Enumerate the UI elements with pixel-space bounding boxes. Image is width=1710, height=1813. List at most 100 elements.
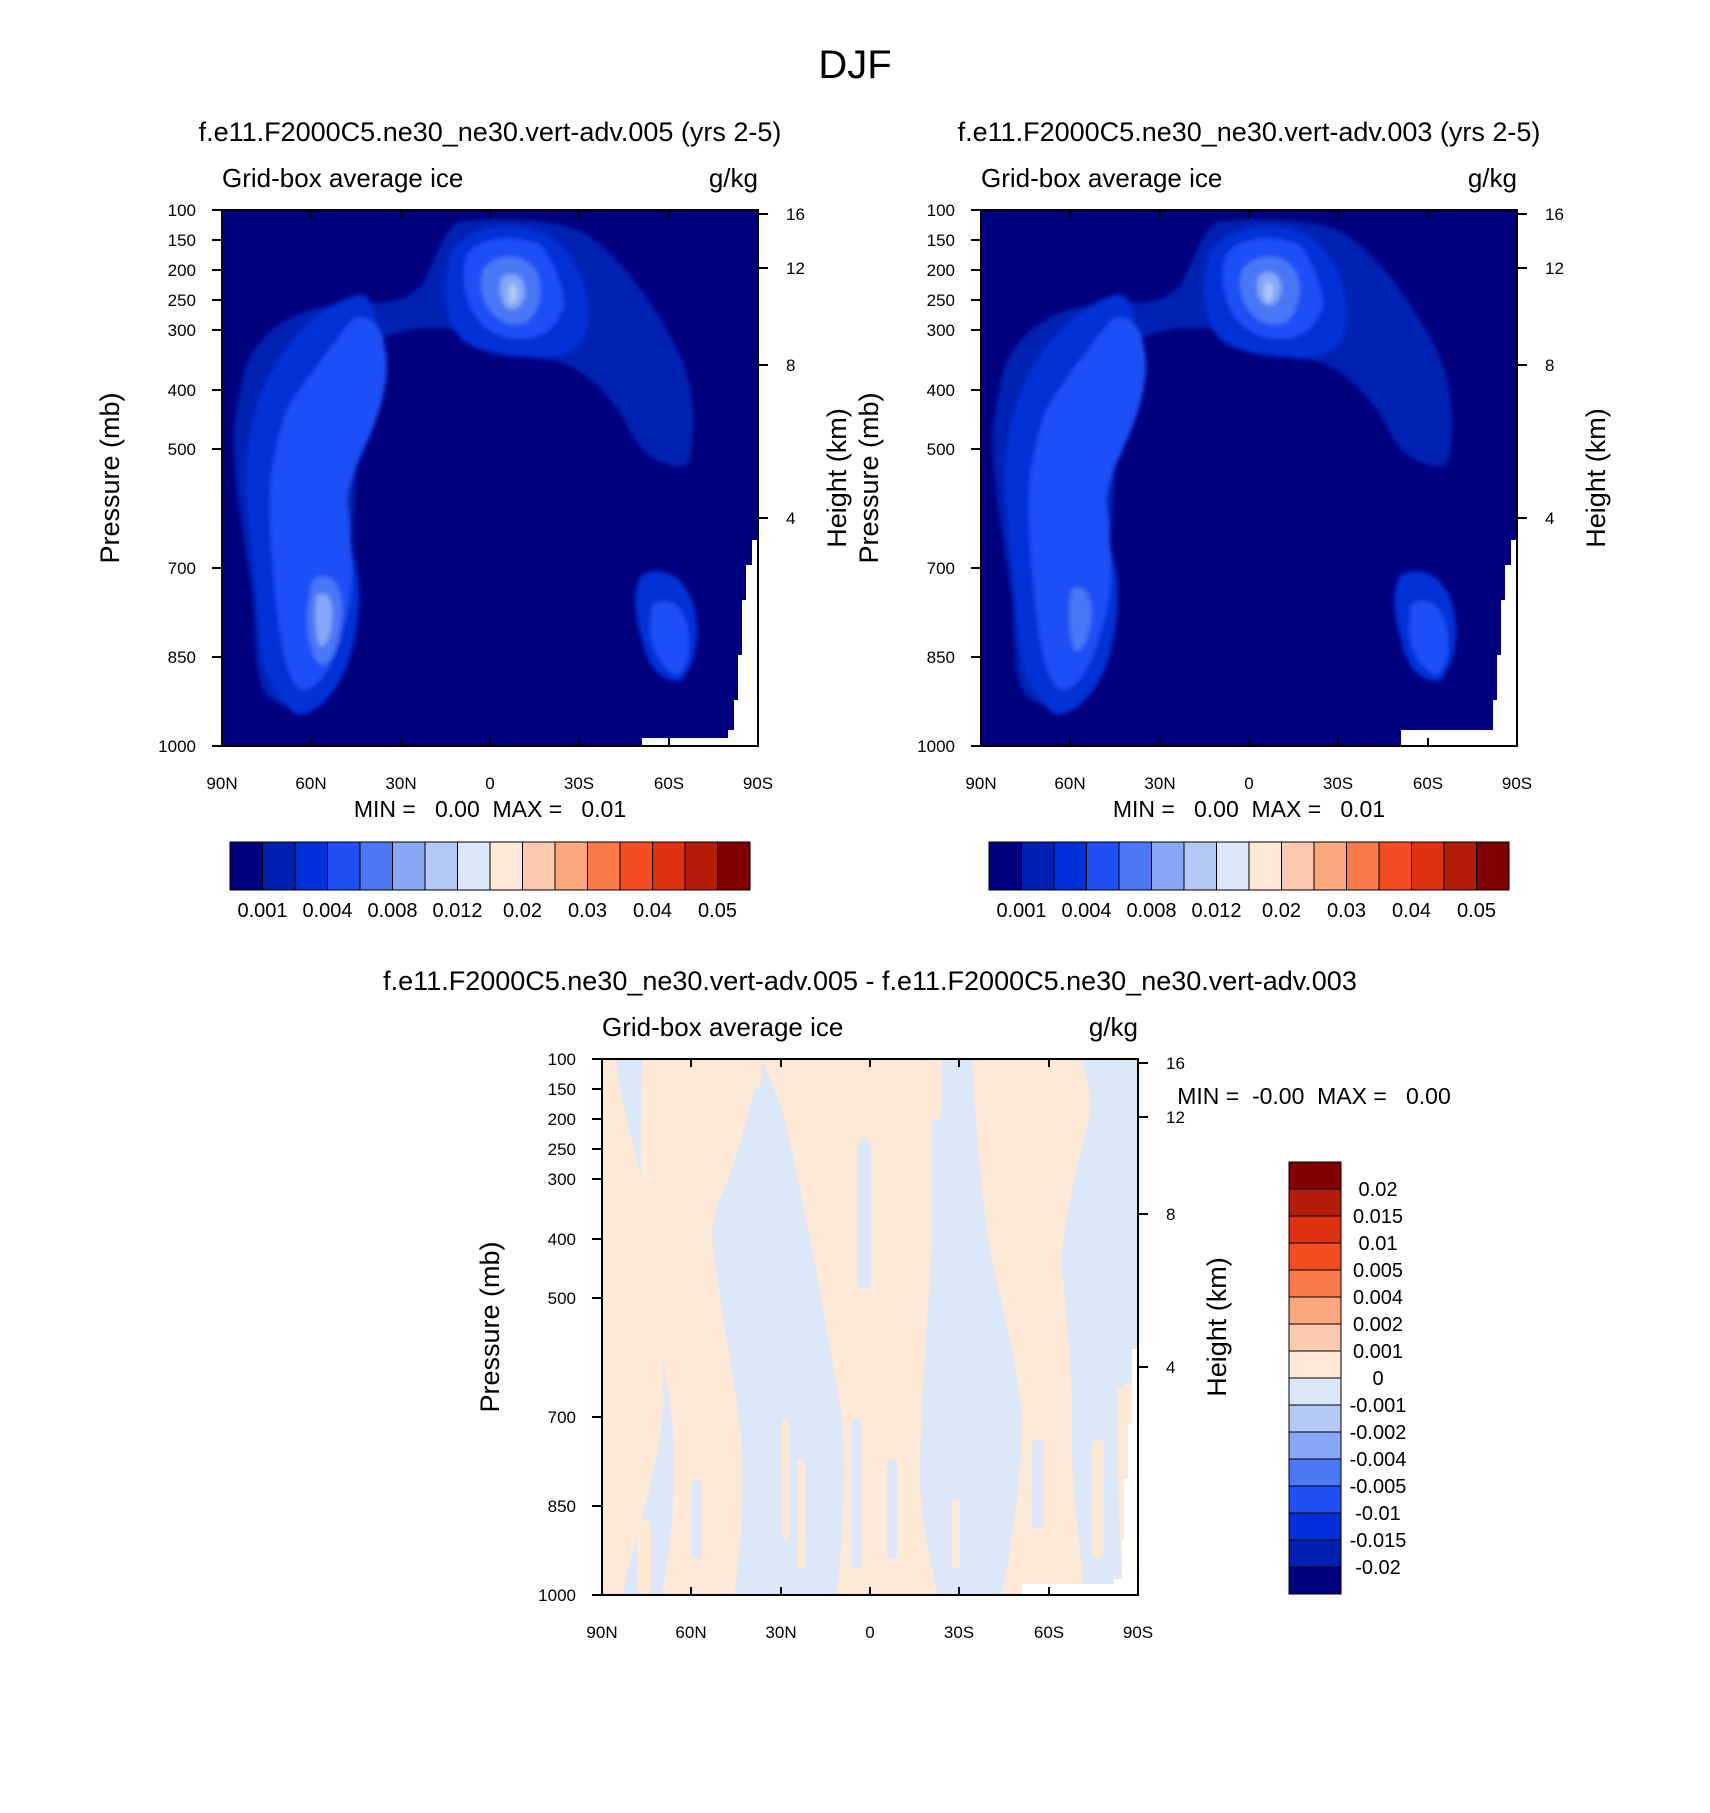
colorbar-label: 0.03 xyxy=(1327,900,1366,922)
panel-2-xtick-labels: 90N 60N 30N 0 30S 60S 90S xyxy=(965,774,1532,793)
colorbar-swatch xyxy=(1313,841,1347,891)
colorbar-label: -0.015 xyxy=(1350,1530,1407,1552)
colorbar-swatch xyxy=(1281,841,1315,891)
panel-3-right-string: g/kg xyxy=(1089,1012,1138,1042)
colorbar-label: 0.03 xyxy=(568,900,607,922)
panel-1-ytick-label: 850 xyxy=(168,648,196,667)
panel-3-height-label: 8 xyxy=(1166,1205,1175,1224)
panel-3-xtick-label: 30S xyxy=(944,1623,974,1642)
colorbar-swatch xyxy=(1021,841,1055,891)
colorbar-swatch xyxy=(619,841,653,891)
panel-3-positive-patches xyxy=(637,1059,1104,1595)
colorbar-swatch xyxy=(1476,841,1510,891)
panel-2-ytick-label: 100 xyxy=(927,201,955,220)
colorbar-label: 0.004 xyxy=(1061,900,1111,922)
panel-3-ytick-label: 200 xyxy=(548,1110,576,1129)
colorbar-label: 0.01 xyxy=(1359,1233,1398,1255)
colorbar-swatch xyxy=(652,841,686,891)
panel-3-ytick-label: 500 xyxy=(548,1289,576,1308)
colorbar-label: 0.004 xyxy=(302,900,352,922)
colorbar-label: 0.002 xyxy=(1353,1314,1403,1336)
panel-3-xtick-label: 90S xyxy=(1123,1623,1153,1642)
panel-1-height-label: 8 xyxy=(786,356,795,375)
colorbar-label: 0.004 xyxy=(1353,1287,1403,1309)
panel-1-xtick-label: 60N xyxy=(295,774,326,793)
colorbar-swatch xyxy=(1288,1350,1342,1379)
panel-1-ylabel: Pressure (mb) xyxy=(95,392,125,563)
panel-3-height-label: 16 xyxy=(1166,1054,1185,1073)
panel-2-ytick-label: 250 xyxy=(927,291,955,310)
colorbar-label: 0.04 xyxy=(633,900,672,922)
panel-1-stats: MIN = 0.00 MAX = 0.01 xyxy=(354,796,626,822)
panel-2-ytick-label: 300 xyxy=(927,321,955,340)
panel-1-xtick-label: 30S xyxy=(564,774,594,793)
panel-2-xtick-label: 60N xyxy=(1054,774,1085,793)
panel-2-ytick-label: 700 xyxy=(927,559,955,578)
panel-3-ytick-labels: 100 150 200 250 300 400 500 700 850 1000 xyxy=(538,1050,576,1605)
panel-2-left-string: Grid-box average ice xyxy=(981,163,1222,193)
panel-3-xtick-label: 60S xyxy=(1034,1623,1064,1642)
colorbar-swatch xyxy=(1288,1188,1342,1217)
panel-1-ytick-label: 200 xyxy=(168,261,196,280)
panel-1-xtick-label: 90S xyxy=(743,774,773,793)
colorbar-swatch xyxy=(392,841,426,891)
panel-2-contour-11 xyxy=(1265,282,1274,302)
colorbar-swatch xyxy=(1288,1458,1342,1487)
colorbar-swatch xyxy=(262,841,296,891)
panel-1: f.e11.F2000C5.ne30_ne30.vert-adv.005 (yr… xyxy=(95,117,852,922)
colorbar-label: -0.005 xyxy=(1350,1476,1407,1498)
colorbar-swatch xyxy=(1288,1242,1342,1271)
colorbar-label: 0.001 xyxy=(1353,1341,1403,1363)
panel-3-ytick-label: 300 xyxy=(548,1170,576,1189)
colorbar-swatch xyxy=(1118,841,1152,891)
panel-2-height-label: 4 xyxy=(1545,509,1554,528)
colorbar-swatch xyxy=(424,841,458,891)
panel-1-ytick-label: 100 xyxy=(168,201,196,220)
colorbar-swatch xyxy=(1288,1539,1342,1568)
panel-2-height-label: 12 xyxy=(1545,259,1564,278)
colorbar-swatch xyxy=(554,841,588,891)
panel-3-ylabel-right: Height (km) xyxy=(1202,1257,1232,1397)
colorbar-label: 0.02 xyxy=(1359,1179,1398,1201)
panel-1-contour-7 xyxy=(650,601,689,675)
colorbar-label: -0.01 xyxy=(1355,1503,1401,1525)
colorbar-swatch xyxy=(1053,841,1087,891)
colorbar-swatch xyxy=(229,841,263,891)
colorbar-swatch xyxy=(1288,1512,1342,1541)
panel-1-title: f.e11.F2000C5.ne30_ne30.vert-adv.005 (yr… xyxy=(199,117,782,147)
panel-1-contour-5 xyxy=(269,317,387,690)
panel-2-colorbar: 0.001 0.004 0.008 0.012 0.02 0.03 0.04 0.05 xyxy=(988,841,1510,922)
panel-2-xtick-label: 60S xyxy=(1413,774,1443,793)
panel-2-contour-8 xyxy=(1069,587,1092,651)
colorbar-swatch xyxy=(1288,1161,1342,1190)
panel-3-xtick-label: 90N xyxy=(586,1623,617,1642)
panel-2: f.e11.F2000C5.ne30_ne30.vert-adv.003 (yr… xyxy=(854,117,1611,922)
panel-2-xtick-label: 30S xyxy=(1323,774,1353,793)
colorbar-label: -0.002 xyxy=(1350,1422,1407,1444)
panel-3-height-label: 12 xyxy=(1166,1108,1185,1127)
panel-1-ytick-label: 150 xyxy=(168,231,196,250)
colorbar-label: 0.015 xyxy=(1353,1206,1403,1228)
colorbar-swatch xyxy=(1288,1269,1342,1298)
colorbar-swatch xyxy=(1288,1323,1342,1352)
colorbar-label: 0.008 xyxy=(1126,900,1176,922)
panel-2-xtick-label: 30N xyxy=(1144,774,1175,793)
colorbar-swatch xyxy=(359,841,393,891)
panel-3-missing-terrain xyxy=(1022,1349,1138,1595)
panel-3-right-tick-labels: 16 12 8 4 xyxy=(1166,1054,1185,1377)
panel-1-contour-11 xyxy=(315,593,333,647)
colorbar-label: -0.001 xyxy=(1350,1395,1407,1417)
panel-2-ytick-label: 150 xyxy=(927,231,955,250)
panel-1-height-label: 12 xyxy=(786,259,805,278)
panel-3-yticks xyxy=(592,1058,1148,1596)
panel-2-contour-7 xyxy=(1409,601,1448,675)
panel-1-xtick-label: 30N xyxy=(385,774,416,793)
colorbar-swatch xyxy=(988,841,1022,891)
panel-3-negative-patches xyxy=(692,1119,1044,1569)
panel-3-ytick-label: 400 xyxy=(548,1230,576,1249)
colorbar-swatch xyxy=(1288,1404,1342,1433)
colorbar-swatch xyxy=(1288,1566,1342,1595)
panel-1-ytick-label: 250 xyxy=(168,291,196,310)
panel-1-xtick-label: 60S xyxy=(654,774,684,793)
